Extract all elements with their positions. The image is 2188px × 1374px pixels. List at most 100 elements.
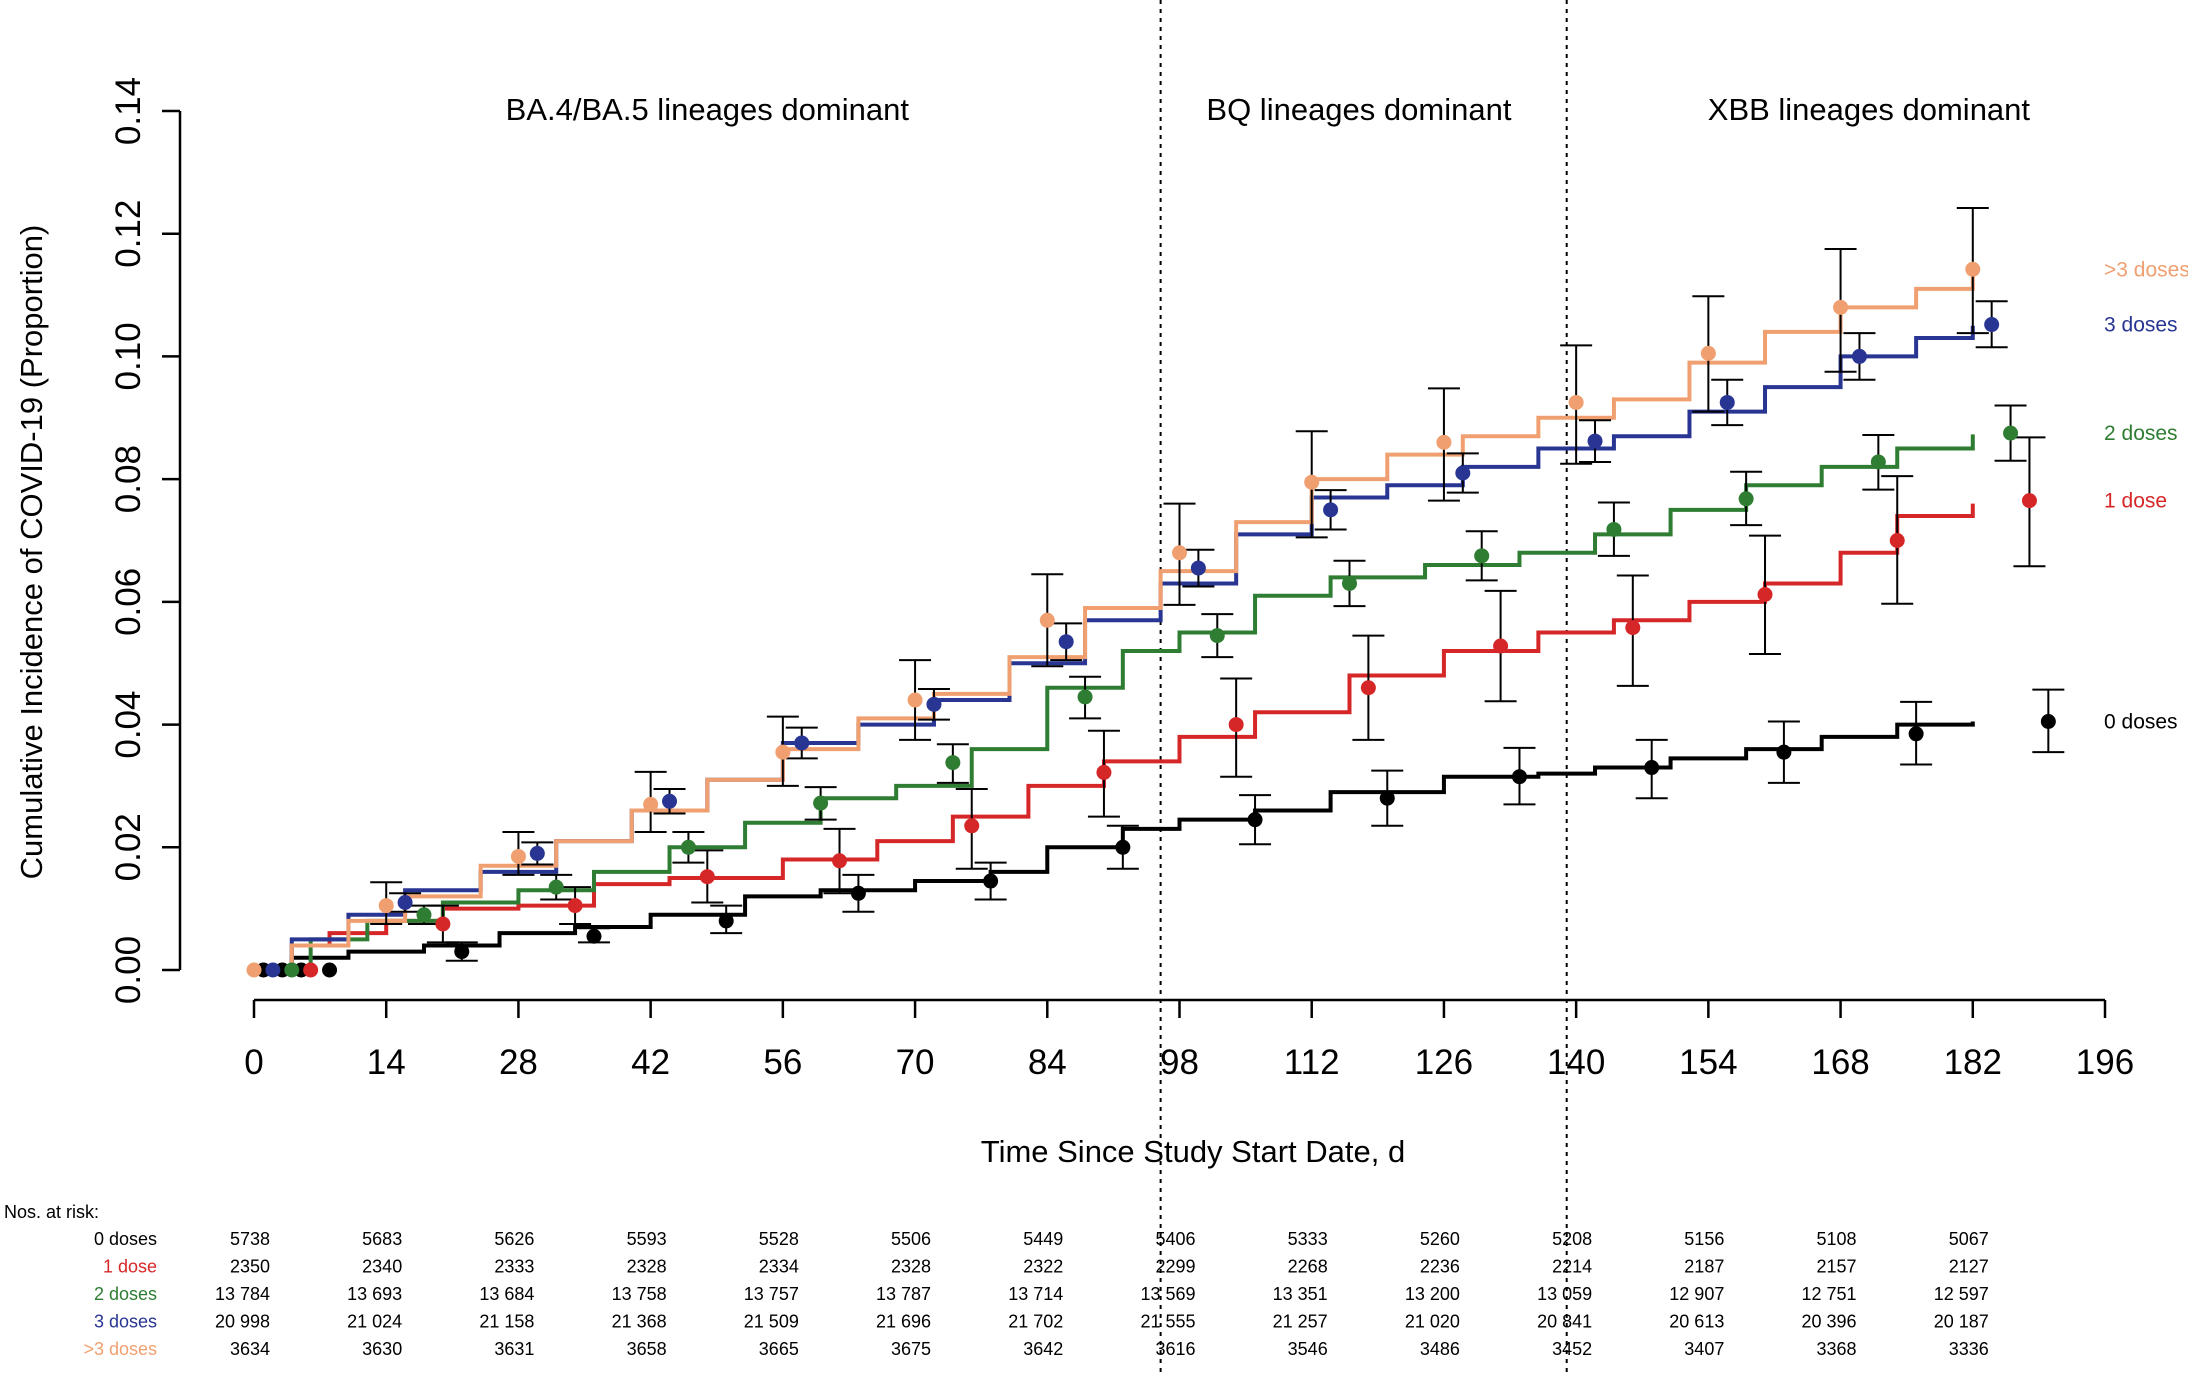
y-tick-label: 0.02 xyxy=(109,813,148,881)
risk-cell: 3630 xyxy=(362,1339,402,1359)
data-point xyxy=(699,869,715,885)
data-point xyxy=(794,735,810,751)
risk-cell: 2333 xyxy=(494,1257,534,1277)
series-label: 1 dose xyxy=(2104,490,2167,513)
x-axis-title: Time Since Study Start Date, d xyxy=(981,1134,1405,1169)
data-point xyxy=(1776,744,1792,760)
x-tick-label: 84 xyxy=(1028,1043,1067,1082)
data-point xyxy=(718,913,734,929)
data-point xyxy=(1984,317,2000,333)
risk-cell: 13 684 xyxy=(479,1284,534,1304)
x-tick-label: 154 xyxy=(1679,1043,1737,1082)
data-point xyxy=(246,962,262,978)
data-point xyxy=(1511,769,1527,785)
risk-cell: 2214 xyxy=(1552,1257,1592,1277)
risk-cell: 2127 xyxy=(1949,1257,1989,1277)
risk-cell: 5593 xyxy=(627,1229,667,1249)
point-estimates xyxy=(246,261,2056,978)
data-point xyxy=(1719,394,1735,410)
risk-cell: 2328 xyxy=(891,1257,931,1277)
x-tick-label: 140 xyxy=(1547,1043,1605,1082)
risk-cell: 13 714 xyxy=(1008,1284,1063,1304)
risk-cell: 13 787 xyxy=(876,1284,931,1304)
risk-row-label: 1 dose xyxy=(103,1257,157,1277)
data-point xyxy=(1700,345,1716,361)
data-point xyxy=(1172,545,1187,561)
incidence-curves xyxy=(254,270,1975,972)
series-label: >3 doses xyxy=(2104,258,2188,281)
data-point xyxy=(529,845,545,861)
data-point xyxy=(1115,839,1131,855)
risk-cell: 21 020 xyxy=(1405,1312,1460,1332)
risk-row-label: 2 doses xyxy=(94,1284,157,1304)
risk-cell: 3486 xyxy=(1420,1339,1460,1359)
risk-cell: 5738 xyxy=(230,1229,270,1249)
data-point xyxy=(378,898,394,914)
series-line xyxy=(254,270,1975,972)
risk-cell: 5067 xyxy=(1949,1229,1989,1249)
risk-cell: 2340 xyxy=(362,1257,402,1277)
risk-cell: 21 158 xyxy=(479,1312,534,1332)
risk-cell: 21 024 xyxy=(347,1312,402,1332)
risk-cell: 3642 xyxy=(1023,1339,1063,1359)
risk-cell: 13 758 xyxy=(612,1284,667,1304)
risk-cell: 2187 xyxy=(1684,1257,1724,1277)
data-point xyxy=(1851,348,1867,364)
data-point xyxy=(832,853,848,869)
risk-cell: 3368 xyxy=(1817,1339,1857,1359)
data-point xyxy=(454,944,470,960)
era-label: BA.4/BA.5 lineages dominant xyxy=(506,92,910,127)
risk-cell: 13 757 xyxy=(744,1284,799,1304)
y-axis-title: Cumulative Incidence of COVID-19 (Propor… xyxy=(14,225,49,880)
data-point xyxy=(1908,726,1924,742)
x-tick-label: 56 xyxy=(763,1043,802,1082)
data-point xyxy=(1455,465,1471,481)
risk-cell: 5156 xyxy=(1684,1229,1724,1249)
y-tick-label: 0.14 xyxy=(109,77,148,145)
series-labels: 0 doses 1 dose 2 doses 3 doses >3 doses xyxy=(2104,258,2188,733)
x-tick-label: 42 xyxy=(631,1043,670,1082)
data-point xyxy=(567,898,583,914)
data-point xyxy=(1493,638,1509,654)
data-point xyxy=(680,839,696,855)
risk-cell: 21 702 xyxy=(1008,1312,1063,1332)
risk-cell: 2157 xyxy=(1817,1257,1857,1277)
series-label: 0 doses xyxy=(2104,711,2178,734)
x-tick-label: 126 xyxy=(1415,1043,1473,1082)
data-point xyxy=(1738,491,1754,507)
era-label: BQ lineages dominant xyxy=(1206,92,1511,127)
risk-cell: 13 693 xyxy=(347,1284,402,1304)
risk-cell: 2299 xyxy=(1155,1257,1195,1277)
data-point xyxy=(964,818,980,834)
data-point xyxy=(813,795,829,811)
risk-cell: 20 396 xyxy=(1802,1312,1857,1332)
x-tick-label: 196 xyxy=(2076,1043,2134,1082)
risk-cell: 13 351 xyxy=(1273,1284,1328,1304)
risk-cell: 2334 xyxy=(759,1257,799,1277)
risk-cell: 12 597 xyxy=(1934,1284,1989,1304)
risk-table-title: Nos. at risk: xyxy=(4,1202,99,1222)
data-point xyxy=(983,873,999,889)
x-tick-label: 168 xyxy=(1811,1043,1869,1082)
risk-table: Nos. at risk: 0 doses 5738 5683 5626 5593 5528… xyxy=(4,1202,1989,1359)
data-point xyxy=(1058,634,1074,650)
x-tick-label: 0 xyxy=(244,1043,263,1082)
risk-cell: 3634 xyxy=(230,1339,270,1359)
data-point xyxy=(1360,680,1376,696)
data-point xyxy=(1965,261,1981,277)
data-point xyxy=(850,885,866,901)
data-point xyxy=(907,692,923,708)
risk-cell: 5683 xyxy=(362,1229,402,1249)
risk-cell: 5333 xyxy=(1288,1229,1328,1249)
x-tick-label: 14 xyxy=(367,1043,406,1082)
risk-cell: 2322 xyxy=(1023,1257,1063,1277)
data-point xyxy=(1757,586,1773,602)
risk-row-label: 0 doses xyxy=(94,1229,157,1249)
risk-cell: 5506 xyxy=(891,1229,931,1249)
data-point xyxy=(1587,433,1603,449)
risk-cell: 20 841 xyxy=(1537,1312,1592,1332)
data-point xyxy=(1096,764,1112,780)
data-point xyxy=(926,696,942,712)
data-point xyxy=(945,755,961,771)
